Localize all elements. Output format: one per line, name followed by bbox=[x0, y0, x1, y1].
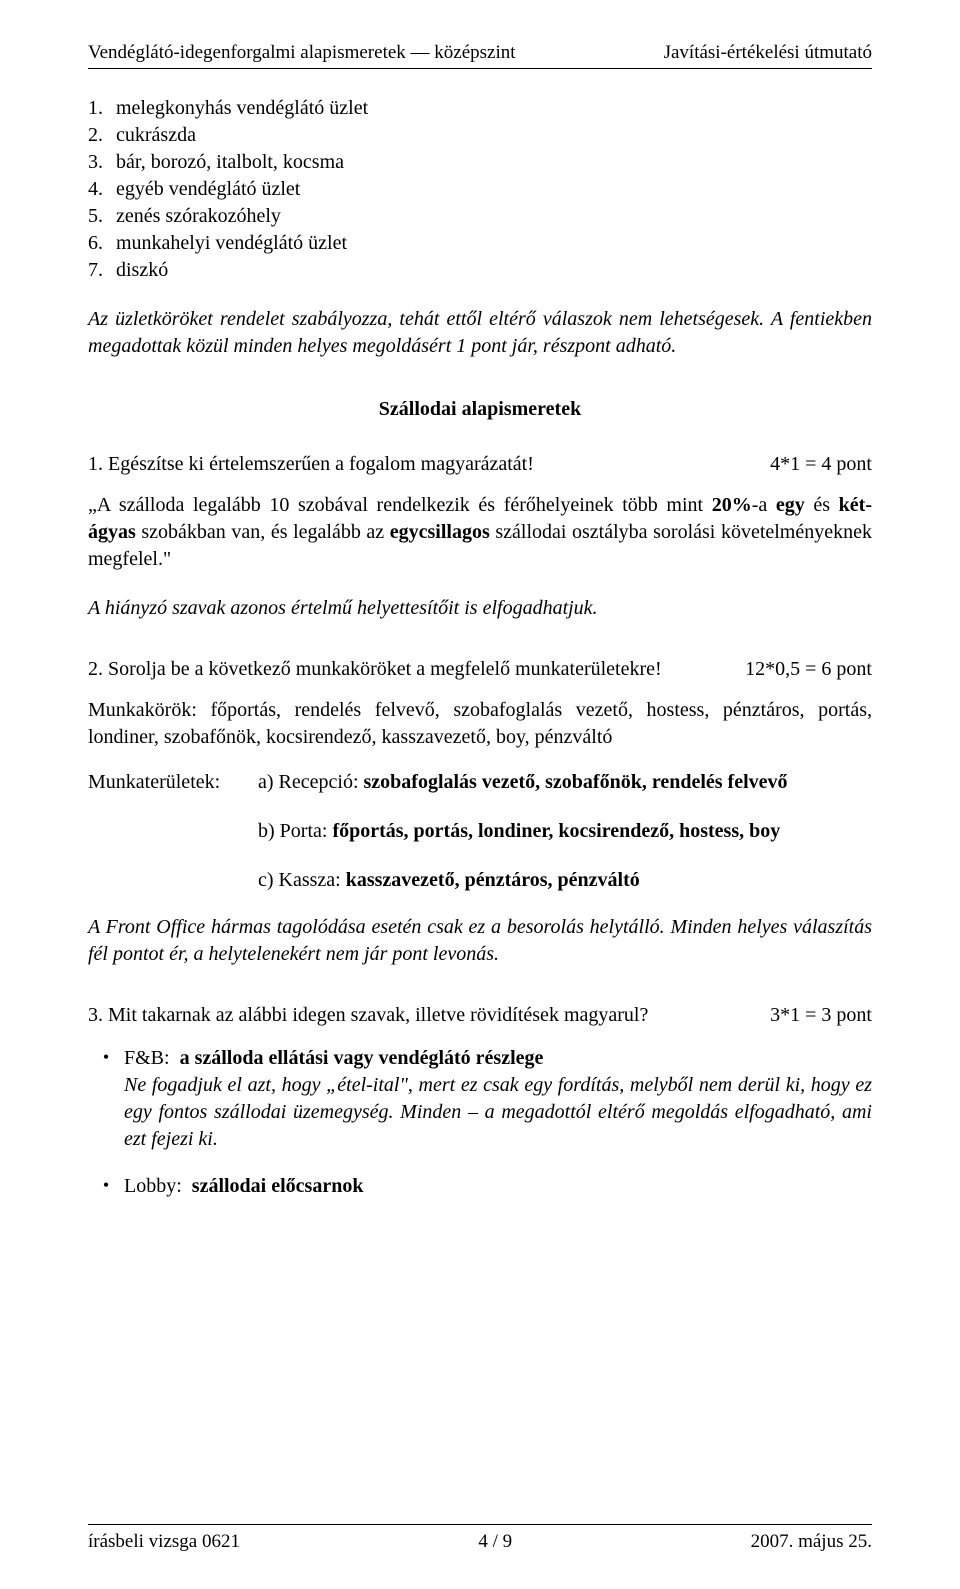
list-number: 3. bbox=[88, 149, 116, 176]
footer-right: 2007. május 25. bbox=[751, 1529, 872, 1555]
list-item: 2.cukrászda bbox=[88, 122, 872, 149]
answer-pre: „A szálloda legalább 10 szobával rendelk… bbox=[88, 494, 712, 516]
numbered-list: 1.melegkonyhás vendéglátó üzlet 2.cukrás… bbox=[88, 95, 872, 284]
footer-left: írásbeli vizsga 0621 bbox=[88, 1529, 240, 1555]
row-answer: b) Porta: főportás, portás, londiner, ko… bbox=[258, 818, 872, 845]
question-text: 1. Egészítse ki értelemszerűen a fogalom… bbox=[88, 451, 750, 478]
note-paragraph: A hiányzó szavak azonos értelmű helyette… bbox=[88, 595, 872, 622]
list-item: 7.diszkó bbox=[88, 257, 872, 284]
header-left: Vendéglátó-idegenforgalmi alapismeretek … bbox=[88, 40, 516, 66]
question-text: 3. Mit takarnak az alábbi idegen szavak,… bbox=[88, 1002, 750, 1029]
answer-text: -a bbox=[752, 494, 776, 516]
page-footer: írásbeli vizsga 0621 4 / 9 2007. május 2… bbox=[88, 1524, 872, 1555]
row-label: Munkaterületek: bbox=[88, 769, 258, 796]
list-text: zenés szórakozóhely bbox=[116, 203, 281, 230]
list-text: melegkonyhás vendéglátó üzlet bbox=[116, 95, 368, 122]
row-answer: c) Kassza: kasszavezető, pénztáros, pénz… bbox=[258, 867, 872, 894]
list-item: 1.melegkonyhás vendéglátó üzlet bbox=[88, 95, 872, 122]
list-item: 3.bár, borozó, italbolt, kocsma bbox=[88, 149, 872, 176]
bullet-label: F&B: bbox=[124, 1047, 170, 1069]
footer-row: írásbeli vizsga 0621 4 / 9 2007. május 2… bbox=[88, 1529, 872, 1555]
answer-pre: c) Kassza: bbox=[258, 869, 346, 891]
list-number: 6. bbox=[88, 230, 116, 257]
list-text: cukrászda bbox=[116, 122, 196, 149]
list-text: bár, borozó, italbolt, kocsma bbox=[116, 149, 344, 176]
footer-center: 4 / 9 bbox=[478, 1529, 512, 1555]
list-item: 5.zenés szórakozóhely bbox=[88, 203, 872, 230]
bullet-item: • Lobby: szállodai előcsarnok bbox=[88, 1173, 872, 1200]
answer-paragraph: Munkakörök: főportás, rendelés felvevő, … bbox=[88, 697, 872, 751]
bullet-body: F&B: a szálloda ellátási vagy vendéglátó… bbox=[124, 1045, 872, 1153]
answer-pre: b) Porta: bbox=[258, 820, 332, 842]
list-item: 6.munkahelyi vendéglátó üzlet bbox=[88, 230, 872, 257]
section-heading: Szállodai alapismeretek bbox=[88, 396, 872, 423]
list-text: diszkó bbox=[116, 257, 168, 284]
bullet-item: • F&B: a szálloda ellátási vagy vendéglá… bbox=[88, 1045, 872, 1153]
answer-paragraph: „A szálloda legalább 10 szobával rendelk… bbox=[88, 492, 872, 573]
header-rule bbox=[88, 68, 872, 69]
question-line: 1. Egészítse ki értelemszerűen a fogalom… bbox=[88, 451, 872, 478]
bullet-body: Lobby: szállodai előcsarnok bbox=[124, 1173, 872, 1200]
list-number: 7. bbox=[88, 257, 116, 284]
answer-pre: a) Recepció: bbox=[258, 771, 364, 793]
answer-text: és bbox=[805, 494, 839, 516]
bullet-bold: szállodai előcsarnok bbox=[192, 1175, 364, 1197]
note-paragraph: Az üzletköröket rendelet szabályozza, te… bbox=[88, 306, 872, 360]
bullet-dot-icon: • bbox=[88, 1173, 124, 1200]
question-score: 12*0,5 = 6 pont bbox=[725, 656, 872, 683]
list-text: munkahelyi vendéglátó üzlet bbox=[116, 230, 347, 257]
page: Vendéglátó-idegenforgalmi alapismeretek … bbox=[0, 0, 960, 1589]
answer-bold: főportás, portás, londiner, kocsirendező… bbox=[332, 820, 780, 842]
answer-bold: egy bbox=[776, 494, 805, 516]
list-item: 4.egyéb vendéglátó üzlet bbox=[88, 176, 872, 203]
note-paragraph: A Front Office hármas tagolódása esetén … bbox=[88, 914, 872, 968]
question-score: 4*1 = 4 pont bbox=[750, 451, 872, 478]
answer-bold: 20% bbox=[712, 494, 752, 516]
list-number: 4. bbox=[88, 176, 116, 203]
header-right: Javítási-értékelési útmutató bbox=[664, 40, 872, 66]
answer-bold: kasszavezető, pénztáros, pénzváltó bbox=[346, 869, 640, 891]
question-line: 2. Sorolja be a következő munkaköröket a… bbox=[88, 656, 872, 683]
bullet-note: Ne fogadjuk el azt, hogy „étel-ital", me… bbox=[124, 1074, 872, 1150]
answer-text: szobákban van, és legalább az bbox=[136, 521, 390, 543]
list-text: egyéb vendéglátó üzlet bbox=[116, 176, 300, 203]
bullet-label: Lobby: bbox=[124, 1175, 182, 1197]
bullet-bold: a szálloda ellátási vagy vendéglátó rész… bbox=[180, 1047, 544, 1069]
question-line: 3. Mit takarnak az alábbi idegen szavak,… bbox=[88, 1002, 872, 1029]
row-answer: a) Recepció: szobafoglalás vezető, szoba… bbox=[258, 769, 872, 796]
answer-bold: egycsillagos bbox=[390, 521, 490, 543]
list-number: 5. bbox=[88, 203, 116, 230]
indent-row: Munkaterületek: a) Recepció: szobafoglal… bbox=[88, 769, 872, 796]
bullet-list: • F&B: a szálloda ellátási vagy vendéglá… bbox=[88, 1045, 872, 1200]
list-number: 1. bbox=[88, 95, 116, 122]
question-score: 3*1 = 3 pont bbox=[750, 1002, 872, 1029]
answer-bold: szobafoglalás vezető, szobafőnök, rendel… bbox=[364, 771, 788, 793]
footer-rule bbox=[88, 1524, 872, 1525]
bullet-dot-icon: • bbox=[88, 1045, 124, 1153]
question-text: 2. Sorolja be a következő munkaköröket a… bbox=[88, 656, 725, 683]
list-number: 2. bbox=[88, 122, 116, 149]
page-header: Vendéglátó-idegenforgalmi alapismeretek … bbox=[88, 40, 872, 66]
